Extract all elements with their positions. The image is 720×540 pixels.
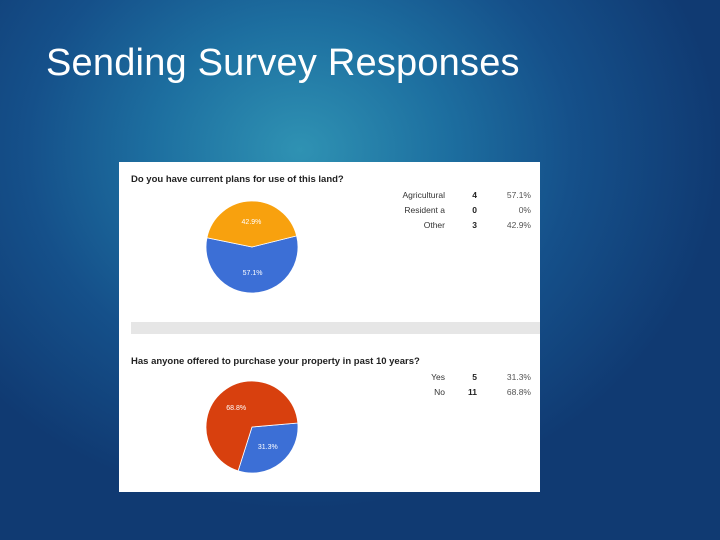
pie-chart-1: 57.1% 42.9% [205, 200, 299, 294]
pie-chart-2: 31.3% 68.8% [205, 380, 299, 474]
legend-row: No 11 68.8% [399, 387, 539, 402]
pie-slice-label: 42.9% [242, 219, 262, 226]
legend-percent: 68.8% [506, 387, 531, 397]
pie-slice-agricultural [205, 235, 299, 294]
legend-label: Yes [431, 372, 445, 382]
pie-slice-yes [237, 422, 299, 474]
legend-2: Yes 5 31.3% No 11 68.8% [399, 372, 539, 402]
legend-percent: 31.3% [506, 372, 531, 382]
question-1-title: Do you have current plans for use of thi… [131, 174, 344, 185]
legend-row: Resident a 0 0% [399, 205, 539, 220]
legend-count: 0 [472, 205, 477, 215]
legend-label: Other [423, 220, 445, 230]
legend-count: 5 [472, 372, 477, 382]
pie-slice-no [205, 380, 299, 472]
survey-screenshot: Do you have current plans for use of thi… [119, 162, 540, 492]
section-divider [131, 322, 540, 334]
legend-count: 4 [472, 190, 477, 200]
question-2-title: Has anyone offered to purchase your prop… [131, 356, 420, 367]
legend-percent: 42.9% [506, 220, 531, 230]
legend-percent: 57.1% [506, 190, 531, 200]
legend-label: No [434, 387, 445, 397]
legend-row: Agricultural 4 57.1% [399, 190, 539, 205]
pie-slice-label: 68.8% [226, 405, 246, 412]
legend-label: Agricultural [402, 190, 445, 200]
pie-slice-label: 57.1% [243, 270, 263, 277]
legend-label: Resident a [404, 205, 445, 215]
slide-title: Sending Survey Responses [46, 42, 520, 84]
legend-row: Other 3 42.9% [399, 220, 539, 235]
legend-count: 3 [472, 220, 477, 230]
legend-percent: 0% [518, 205, 531, 215]
pie-slice-label: 31.3% [258, 444, 278, 451]
legend-row: Yes 5 31.3% [399, 372, 539, 387]
legend-1: Agricultural 4 57.1% Resident a 0 0% Oth… [399, 190, 539, 235]
pie-slice-other [206, 200, 298, 248]
legend-count: 11 [468, 387, 477, 397]
